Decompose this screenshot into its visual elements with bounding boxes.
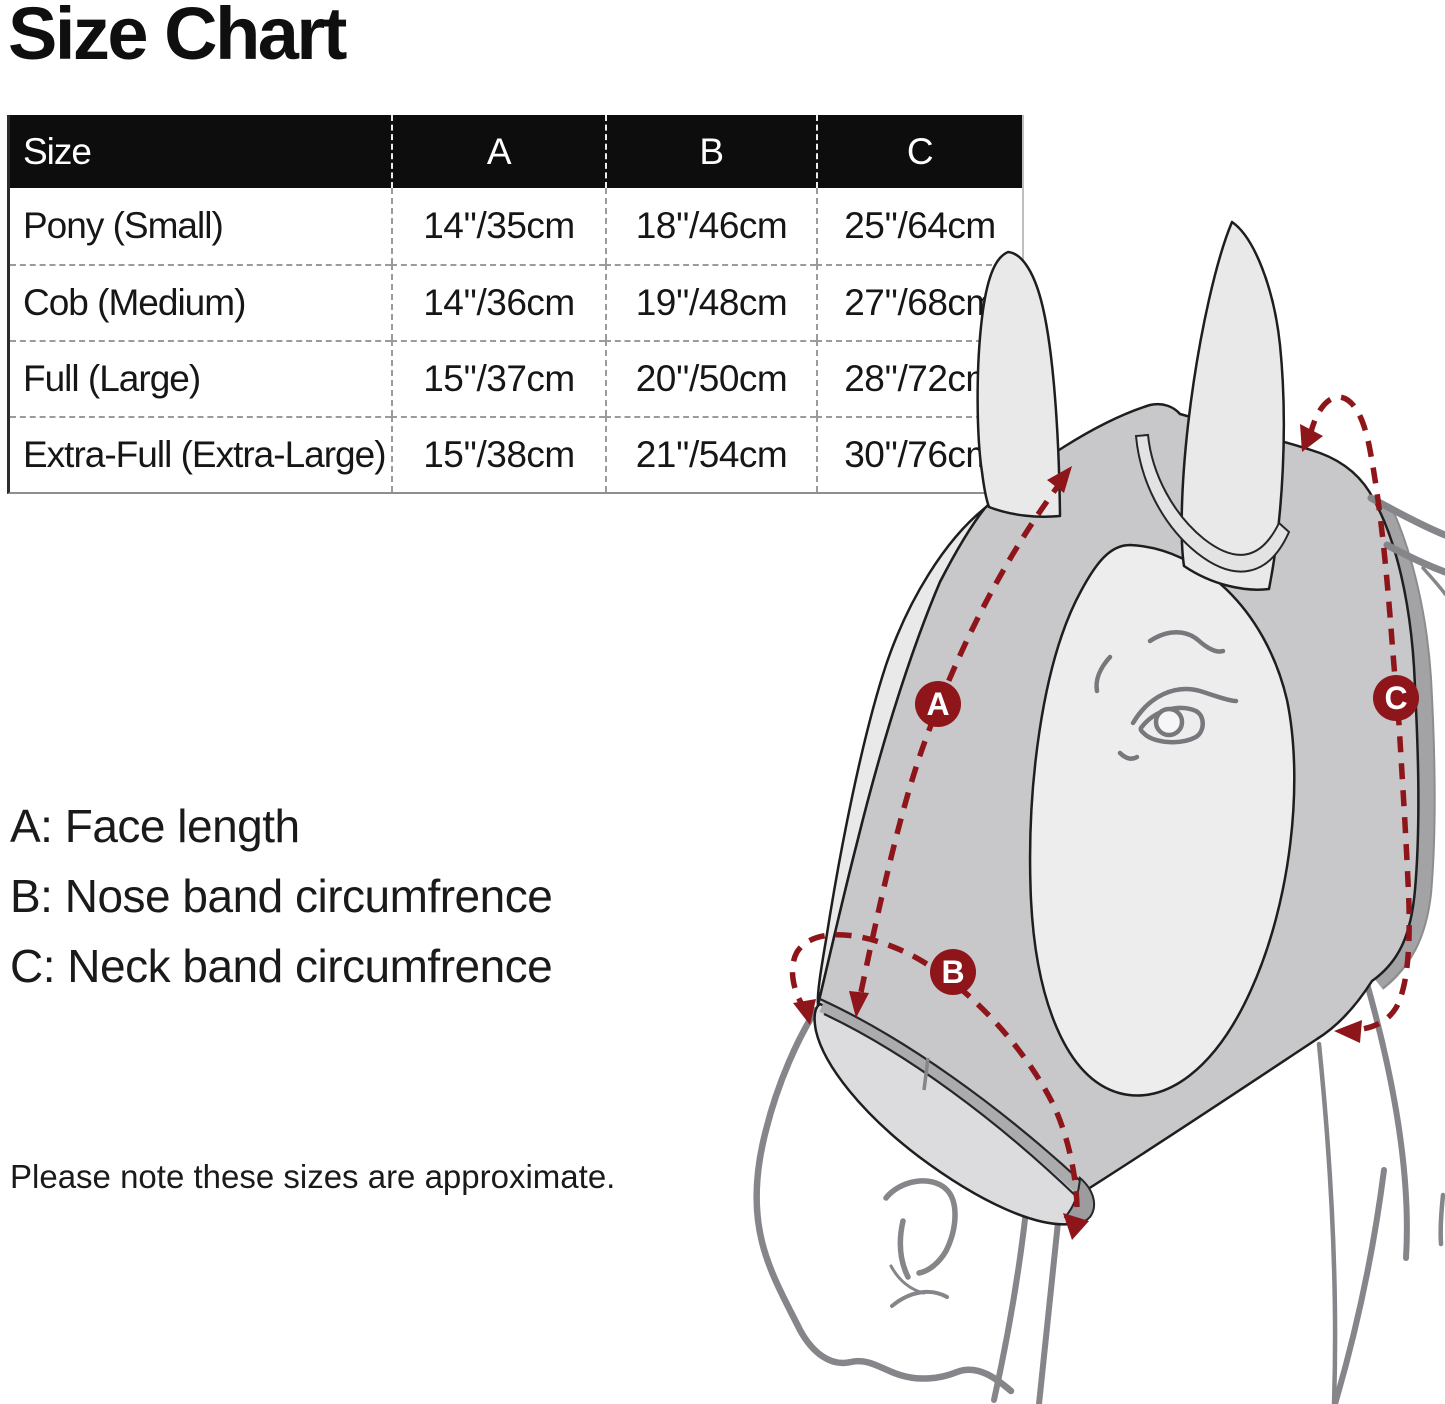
band-strip [819, 1000, 1087, 1195]
value-cell: 20''/50cm [605, 340, 816, 416]
value-cell: 18''/46cm [605, 188, 816, 264]
arrowhead-c-top [1300, 424, 1323, 452]
band-stitch-mark [922, 1057, 930, 1091]
fly-mask-body [816, 402, 1420, 1191]
arrowhead-a-bottom [849, 991, 869, 1018]
mane-strand [1367, 494, 1445, 539]
nostril-outline [883, 1178, 958, 1276]
brow-arc [1094, 654, 1113, 694]
measurement-legend: A: Face length B: Nose band circumfrence… [10, 791, 553, 1001]
muzzle-opening [813, 1002, 1094, 1226]
value-cell: 25''/64cm [816, 188, 1022, 264]
table-header-a: A [391, 115, 605, 188]
measure-line-c [1307, 394, 1412, 1033]
mask-back-edge-strip [1370, 503, 1435, 990]
label-c-badge [1373, 675, 1419, 721]
label-b-letter: B [941, 954, 964, 990]
value-cell: 19''/48cm [605, 264, 816, 340]
arrowhead-c-end [1334, 1020, 1362, 1043]
size-cell: Extra-Full (Extra-Large) [10, 416, 391, 492]
value-cell: 28''/72cm [816, 340, 1022, 416]
legend-item-c: C: Neck band circumfrence [10, 940, 553, 992]
upper-lash-line [1130, 686, 1239, 726]
arrowhead-b-left [793, 999, 816, 1025]
right-ear [1180, 220, 1286, 591]
value-cell: 15''/37cm [391, 340, 605, 416]
muzzle-outline [753, 1006, 1015, 1395]
label-a-letter: A [926, 686, 949, 722]
label-b-badge [930, 949, 976, 995]
band-end-wrap [1063, 1175, 1096, 1224]
mouth-line [890, 1289, 949, 1308]
neck-line [1363, 977, 1410, 1261]
eye-sketch [1094, 630, 1239, 761]
value-cell: 21''/54cm [605, 416, 816, 492]
size-table: Size A B C Pony (Small) 14''/35cm 18''/4… [7, 115, 1024, 494]
band-edge-line [819, 997, 1087, 1187]
measure-line-a [858, 484, 1061, 993]
value-cell: 27''/68cm [816, 264, 1022, 340]
horse-head-sketch [753, 977, 1445, 1404]
arrowhead-b-end [1063, 1213, 1089, 1240]
value-cell: 14''/36cm [391, 264, 605, 340]
eye-outline [1138, 705, 1205, 745]
mane-strand [1421, 566, 1445, 596]
approximate-note: Please note these sizes are approximate. [10, 1158, 616, 1195]
value-cell: 14''/35cm [391, 188, 605, 264]
legend-item-b: B: Nose band circumfrence [10, 870, 553, 922]
band-edge-line [823, 1013, 1079, 1199]
legend-item-a: A: Face length [10, 800, 300, 852]
mane-strand [1383, 541, 1445, 576]
nose-band [813, 997, 1096, 1226]
size-cell: Cob (Medium) [10, 264, 391, 340]
value-cell: 30''/76cm [816, 416, 1022, 492]
neck-line [1316, 1041, 1338, 1404]
ear-opening-rim [1134, 433, 1291, 573]
table-header-c: C [816, 115, 1022, 188]
jaw-line [1036, 1181, 1065, 1404]
neck-line [1438, 1192, 1445, 1247]
eye-tick [1117, 750, 1140, 761]
cheek-wedge [816, 506, 987, 1007]
measurement-annotations: A B C [789, 394, 1419, 1240]
label-a-badge [915, 681, 961, 727]
label-c-letter: C [1384, 680, 1407, 716]
arrowhead-a-top [1047, 466, 1072, 493]
eye-iris [1153, 706, 1185, 738]
page-title: Size Chart [8, 0, 347, 75]
mask-back-edge-line [1382, 505, 1436, 989]
size-cell: Full (Large) [10, 340, 391, 416]
jaw-line [991, 1189, 1031, 1403]
measure-line-b [789, 932, 1080, 1211]
nostril-detail-line [889, 1264, 926, 1295]
table-header-b: B [605, 115, 816, 188]
nostril-inner-line [897, 1218, 911, 1280]
eyebrow-line [1147, 630, 1226, 654]
size-cell: Pony (Small) [23, 205, 224, 246]
eye-hole [1028, 543, 1296, 1097]
table-header-size: Size [10, 115, 391, 188]
mane-strands [1367, 494, 1445, 596]
value-cell: 15''/38cm [391, 416, 605, 492]
neck-line [1332, 1167, 1387, 1404]
